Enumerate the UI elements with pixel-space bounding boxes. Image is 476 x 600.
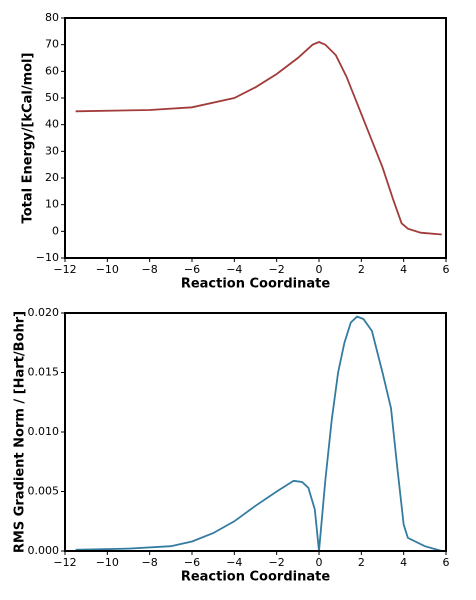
y-tick-label: 0 — [52, 224, 59, 237]
y-axis-label: RMS Gradient Norm / [Hart/Bohr] — [13, 311, 28, 553]
x-tick-label: −2 — [269, 556, 285, 569]
x-tick-label: 6 — [443, 263, 450, 276]
x-tick-label: 4 — [400, 556, 407, 569]
x-tick-label: 2 — [358, 556, 365, 569]
x-tick-label: −10 — [96, 263, 119, 276]
y-tick-label: 0.020 — [28, 306, 60, 319]
y-tick-label: 50 — [45, 91, 59, 104]
x-tick-label: 2 — [358, 263, 365, 276]
y-tick-label: 30 — [45, 144, 59, 157]
x-tick-label: 4 — [400, 263, 407, 276]
x-tick-label: −12 — [53, 263, 76, 276]
y-axis-label: Total Energy/[kCal/mol] — [21, 53, 36, 224]
x-tick-label: −12 — [53, 556, 76, 569]
y-tick-label: 0.010 — [28, 425, 60, 438]
y-tick-label: 0.015 — [28, 366, 60, 379]
x-tick-label: −6 — [184, 556, 200, 569]
x-tick-label: −2 — [269, 263, 285, 276]
plot-frame — [64, 17, 447, 259]
x-tick-label: −8 — [142, 556, 158, 569]
y-tick-label: −10 — [36, 251, 59, 264]
line — [75, 41, 442, 236]
y-tick-label: 60 — [45, 64, 59, 77]
y-tick-label: 70 — [45, 38, 59, 51]
x-axis-label: Reaction Coordinate — [181, 570, 331, 585]
x-tick-label: 0 — [316, 263, 323, 276]
x-tick-label: 0 — [316, 556, 323, 569]
y-tick-label: 40 — [45, 118, 59, 131]
x-tick-label: −10 — [96, 556, 119, 569]
y-tick-label: 0.000 — [28, 544, 60, 557]
line — [75, 315, 443, 552]
x-tick-label: −4 — [226, 263, 242, 276]
x-axis-label: Reaction Coordinate — [181, 277, 331, 292]
x-tick-label: −6 — [184, 263, 200, 276]
x-tick-label: 6 — [443, 556, 450, 569]
y-tick-label: 20 — [45, 171, 59, 184]
y-tick-label: 80 — [45, 11, 59, 24]
x-tick-label: −8 — [142, 263, 158, 276]
x-tick-label: −4 — [226, 556, 242, 569]
y-tick-label: 10 — [45, 198, 59, 211]
y-tick-label: 0.005 — [28, 485, 60, 498]
plot-frame — [64, 312, 447, 552]
